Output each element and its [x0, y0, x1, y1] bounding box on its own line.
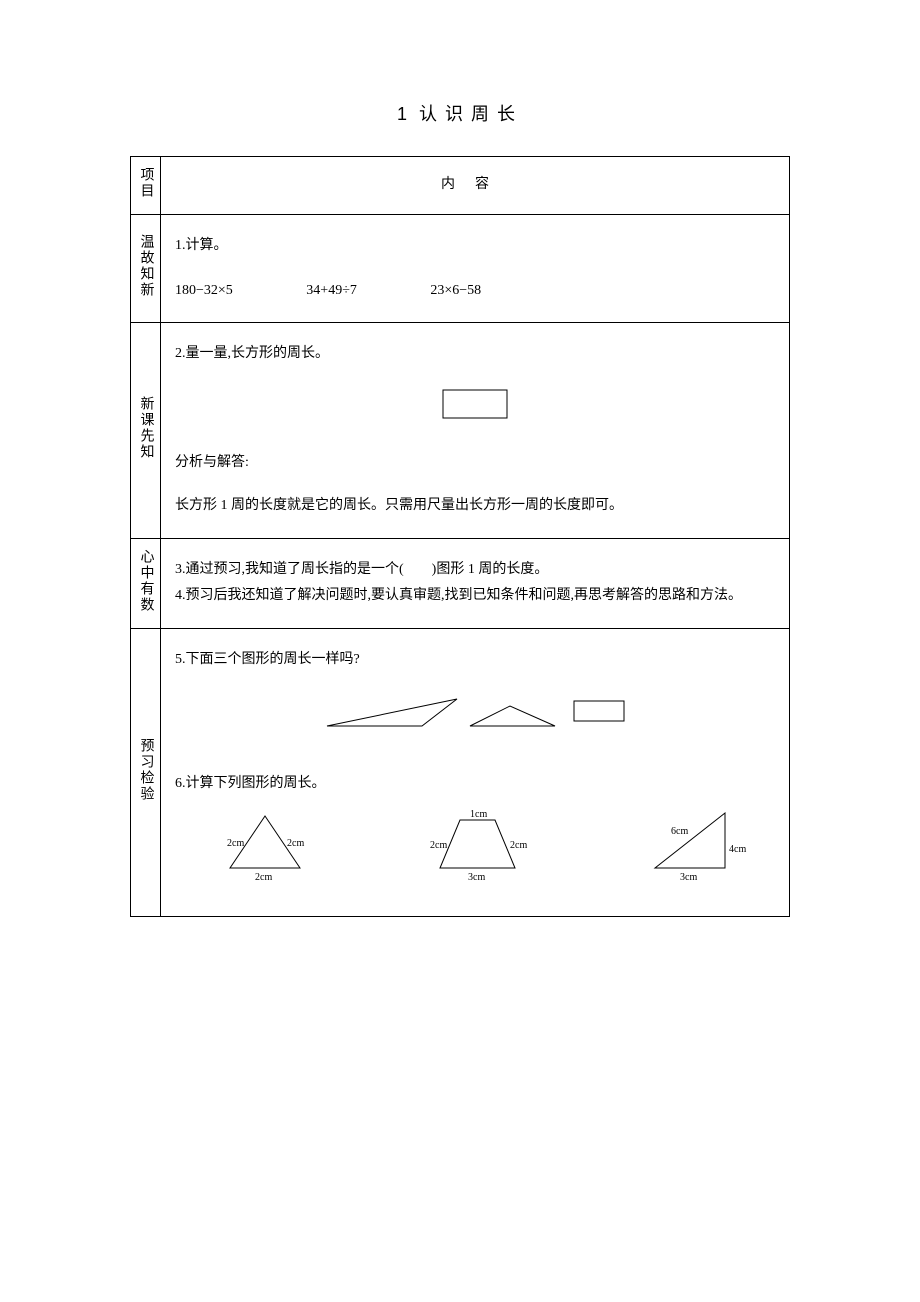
q6-title: 6.计算下列图形的周长。: [175, 771, 775, 798]
q6-rtri-hyp: 6cm: [671, 826, 688, 837]
row3-content: 3.通过预习,我知道了周长指的是一个( )图形 1 周的长度。 4.预习后我还知…: [161, 538, 790, 628]
header-col2: 内容: [161, 157, 790, 215]
row2-label-cell: 新课先知: [131, 323, 161, 538]
calc-a: 180−32×5: [175, 278, 233, 305]
calc-row: 180−32×5 34+49÷7 23×6−58: [175, 278, 775, 305]
row2-label: 新课先知: [136, 396, 156, 460]
q6-triangle: 2cm 2cm 2cm: [205, 808, 325, 888]
q5-path-b: [470, 706, 555, 726]
analysis-title: 分析与解答:: [175, 450, 775, 477]
q6-right-triangle: 6cm 4cm 3cm: [635, 808, 755, 888]
q5-shape-b: [465, 691, 565, 731]
row4-label: 预习检验: [136, 738, 156, 802]
q6-tri-left: 2cm: [227, 838, 244, 849]
q6-trap-left: 2cm: [430, 840, 447, 851]
row3-label-cell: 心中有数: [131, 538, 161, 628]
row1-label-cell: 温故知新: [131, 215, 161, 323]
row4-label-cell: 预习检验: [131, 628, 161, 916]
q5-shapes: [175, 691, 775, 731]
q6-trap-top: 1cm: [470, 809, 487, 820]
q6-rtri-bottom: 3cm: [680, 872, 697, 883]
row3-label: 心中有数: [136, 549, 156, 613]
q6-block: 6.计算下列图形的周长。 2cm 2cm 2cm 1cm 2cm 2cm 3cm: [175, 771, 775, 898]
q6-trap-path: [440, 820, 515, 868]
header-col1: 项目: [131, 157, 161, 215]
title-number: 1: [397, 104, 407, 124]
calc-c: 23×6−58: [430, 278, 481, 305]
q3-text: 3.通过预习,我知道了周长指的是一个( )图形 1 周的长度。: [175, 557, 775, 584]
q5-shape-c: [569, 691, 629, 731]
rectangle-svg: [435, 384, 515, 424]
analysis-text: 长方形 1 周的长度就是它的周长。只需用尺量出长方形一周的长度即可。: [175, 493, 775, 520]
calc-b: 34+49÷7: [306, 278, 357, 305]
q6-tri-bottom: 2cm: [255, 872, 272, 883]
row2-content: 2.量一量,长方形的周长。 分析与解答: 长方形 1 周的长度就是它的周长。只需…: [161, 323, 790, 538]
q6-shapes: 2cm 2cm 2cm 1cm 2cm 2cm 3cm 6cm: [175, 798, 775, 898]
q5-rect-c: [574, 701, 624, 721]
rectangle-shape: [443, 390, 507, 418]
q1-title: 1.计算。: [175, 233, 775, 260]
rectangle-figure: [175, 384, 775, 435]
q6-trap-bottom: 3cm: [468, 872, 485, 883]
q4-text: 4.预习后我还知道了解决问题时,要认真审题,找到已知条件和问题,再思考解答的思路…: [175, 583, 775, 610]
q5-title: 5.下面三个图形的周长一样吗?: [175, 647, 775, 674]
content-table: 项目 内容 温故知新 1.计算。 180−32×5 34+49÷7 23×6−5…: [130, 156, 790, 917]
q5-shape-a: [322, 691, 462, 731]
row4-content: 5.下面三个图形的周长一样吗? 6.计算下列图形的周长。 2cm: [161, 628, 790, 916]
q5-path-a: [327, 699, 457, 726]
q6-rtri-right: 4cm: [729, 844, 746, 855]
q6-tri-right: 2cm: [287, 838, 304, 849]
title-text: 认识周长: [419, 104, 523, 124]
q6-trapezoid: 1cm 2cm 2cm 3cm: [420, 808, 540, 888]
row1-label: 温故知新: [136, 234, 156, 298]
header-col1-label: 项目: [136, 167, 156, 199]
q6-trap-right: 2cm: [510, 840, 527, 851]
q2-title: 2.量一量,长方形的周长。: [175, 341, 775, 368]
q6-rtri-path: [655, 813, 725, 868]
page-title: 1 认识周长: [130, 100, 790, 126]
row1-content: 1.计算。 180−32×5 34+49÷7 23×6−58: [161, 215, 790, 323]
